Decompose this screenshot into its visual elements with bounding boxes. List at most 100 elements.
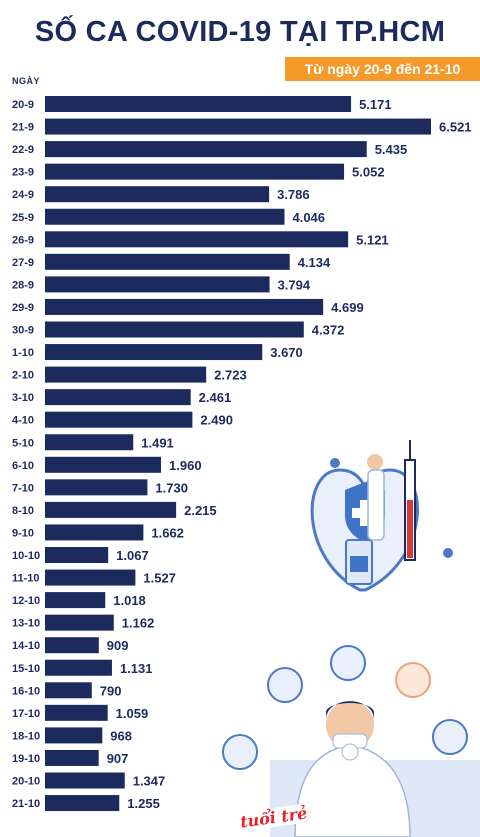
value-label: 1.960: [169, 458, 202, 473]
category-label: 21-10: [12, 798, 40, 810]
value-label: 907: [107, 751, 129, 766]
value-label: 3.794: [278, 277, 311, 292]
value-label: 5.121: [356, 232, 389, 247]
value-label: 2.461: [199, 390, 232, 405]
bar: [45, 501, 177, 518]
category-label: 20-10: [12, 776, 40, 788]
category-label: 30-9: [12, 325, 34, 337]
bar: [45, 434, 134, 451]
bar: [45, 772, 125, 789]
bar: [45, 253, 290, 270]
bar: [45, 682, 92, 699]
bar: [45, 186, 270, 203]
category-label: 11-10: [12, 573, 40, 585]
bar: [45, 592, 106, 609]
category-label: 12-10: [12, 595, 40, 607]
bar: [45, 569, 136, 586]
value-label: 4.134: [298, 255, 331, 270]
category-label: 20-9: [12, 99, 34, 111]
bar: [45, 344, 263, 361]
value-label: 1.255: [127, 796, 160, 811]
bar: [45, 411, 193, 428]
category-label: 6-10: [12, 460, 34, 472]
bar: [45, 704, 108, 721]
category-label: 13-10: [12, 618, 40, 630]
category-label: 21-9: [12, 122, 34, 134]
category-label: 10-10: [12, 550, 40, 562]
bar: [45, 637, 99, 654]
value-label: 1.059: [116, 706, 149, 721]
value-label: 1.162: [122, 616, 155, 631]
category-label: 8-10: [12, 505, 34, 517]
bar: [45, 208, 285, 225]
value-label: 6.521: [439, 120, 472, 135]
value-label: 5.052: [352, 165, 385, 180]
bar: [45, 456, 162, 473]
category-label: 17-10: [12, 708, 40, 720]
category-label: 23-9: [12, 167, 34, 179]
value-label: 1.491: [141, 435, 174, 450]
bar: [45, 96, 352, 112]
bar: [45, 321, 304, 338]
value-label: 1.662: [151, 525, 184, 540]
bar: [45, 479, 148, 496]
category-label: 4-10: [12, 415, 34, 427]
value-label: 4.372: [312, 323, 345, 338]
category-label: 22-9: [12, 144, 34, 156]
category-label: 1-10: [12, 347, 34, 359]
value-label: 909: [107, 638, 129, 653]
category-label: 9-10: [12, 527, 34, 539]
bar: [45, 389, 191, 406]
bar: [45, 118, 431, 135]
value-label: 790: [100, 683, 122, 698]
bar: [45, 659, 112, 676]
value-label: 1.067: [116, 548, 149, 563]
bar: [45, 231, 349, 248]
bar: [45, 366, 207, 383]
value-label: 1.131: [120, 661, 153, 676]
bar: [45, 749, 99, 766]
category-label: 19-10: [12, 753, 40, 765]
category-label: 5-10: [12, 437, 34, 449]
bar: [45, 141, 367, 158]
value-label: 1.730: [155, 480, 188, 495]
category-label: 16-10: [12, 685, 40, 697]
bar: [45, 727, 103, 744]
value-label: 5.435: [375, 142, 408, 157]
value-label: 4.046: [292, 210, 325, 225]
category-label: 25-9: [12, 212, 34, 224]
date-range-badge: Từ ngày 20-9 đến 21-10: [285, 57, 480, 81]
category-label: 3-10: [12, 392, 34, 404]
category-label: 18-10: [12, 730, 40, 742]
value-label: 2.215: [184, 503, 217, 518]
category-label: 29-9: [12, 302, 34, 314]
category-label: 26-9: [12, 234, 34, 246]
bar: [45, 524, 144, 541]
value-label: 1.347: [133, 774, 166, 789]
category-label: 24-9: [12, 189, 34, 201]
bar: [45, 547, 109, 563]
category-label: 28-9: [12, 279, 34, 291]
chart-title: SỐ CA COVID-19 TẠI TP.HCM: [34, 16, 446, 48]
category-label: 14-10: [12, 640, 40, 652]
bar: [45, 795, 120, 812]
value-label: 5.171: [359, 97, 392, 112]
bar: [45, 276, 270, 293]
category-label: 7-10: [12, 482, 34, 494]
value-label: 968: [110, 728, 132, 743]
value-label: 1.527: [143, 571, 176, 586]
value-label: 3.670: [270, 345, 303, 360]
value-label: 2.490: [200, 413, 233, 428]
bar: [45, 298, 324, 315]
bar: [45, 614, 114, 631]
y-axis-label: NGÀY: [12, 76, 41, 86]
value-label: 1.018: [113, 593, 146, 608]
bar: [45, 163, 345, 180]
value-label: 2.723: [214, 368, 247, 383]
category-label: 27-9: [12, 257, 34, 269]
category-label: 2-10: [12, 370, 34, 382]
category-label: 15-10: [12, 663, 40, 675]
value-label: 3.786: [277, 187, 310, 202]
value-label: 4.699: [331, 300, 364, 315]
